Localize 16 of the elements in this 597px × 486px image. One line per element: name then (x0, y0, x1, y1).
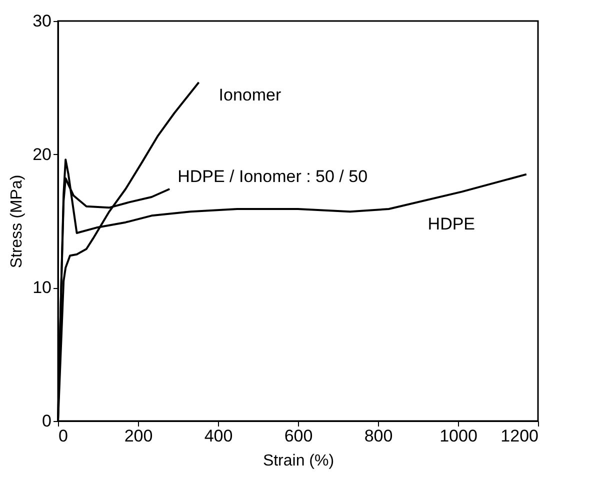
x-tick-label: 1000 (440, 426, 478, 446)
y-tick-label: 10 (32, 278, 52, 298)
y-tick-label: 0 (42, 412, 52, 430)
y-axis-title: Stress (MPa) (8, 174, 26, 268)
x-tick-label: 1200 (500, 426, 538, 446)
x-tick-label: 400 (204, 426, 233, 446)
y-tick-label: 30 (32, 12, 52, 30)
series-label: HDPE (428, 214, 476, 234)
series-label: Ionomer (218, 85, 282, 104)
x-tick-label: 600 (284, 426, 313, 446)
x-axis-title: Strain (%) (262, 452, 334, 470)
x-tick-label: 800 (364, 426, 393, 446)
series-label: HDPE / Ionomer : 50 / 50 (178, 167, 368, 186)
x-tick-label: 0 (58, 426, 68, 446)
y-tick-label: 20 (32, 144, 52, 164)
x-tick-label: 200 (124, 426, 153, 446)
